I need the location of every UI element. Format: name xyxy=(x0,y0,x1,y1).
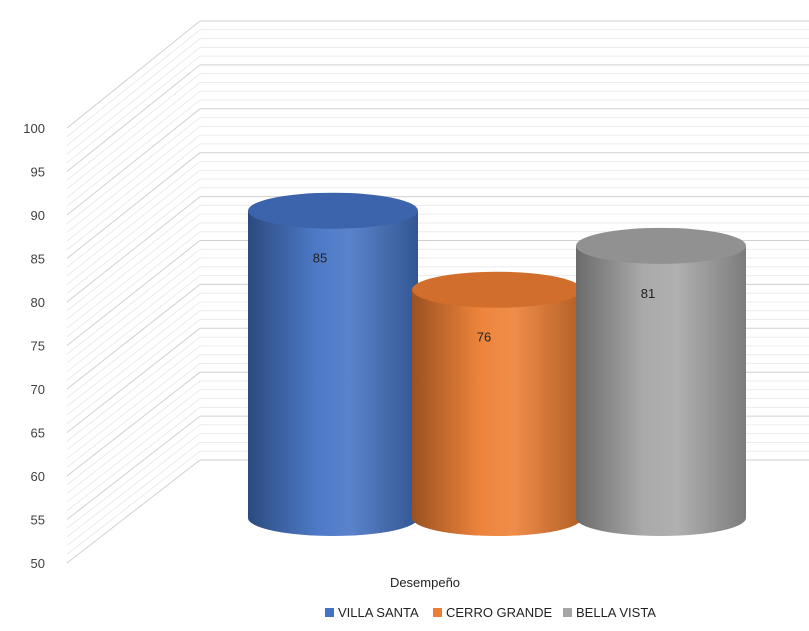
side-gridline xyxy=(66,363,201,468)
side-gridline xyxy=(66,310,201,416)
side-gridline xyxy=(66,301,201,407)
side-gridline xyxy=(66,319,201,425)
legend-label: CERRO GRANDE xyxy=(446,605,553,620)
side-gridline xyxy=(66,450,201,555)
legend: VILLA SANTA CERRO GRANDE BELLA VISTA xyxy=(325,605,656,620)
side-gridline xyxy=(66,108,201,216)
side-gridline xyxy=(66,99,201,207)
side-gridline xyxy=(66,292,201,399)
side-gridline xyxy=(66,398,201,503)
side-gridline xyxy=(66,196,201,303)
legend-swatch xyxy=(325,608,334,617)
bars: 85 76 81 xyxy=(248,192,746,536)
side-gridline xyxy=(66,240,201,346)
side-gridline xyxy=(66,161,201,268)
side-gridline xyxy=(66,231,201,338)
side-gridline xyxy=(66,284,201,390)
data-label: 76 xyxy=(477,330,491,345)
side-gridline xyxy=(66,187,201,294)
bar-body xyxy=(248,210,418,536)
side-gridline xyxy=(66,424,201,529)
bar-cerro-grande: 76 xyxy=(412,271,582,536)
side-gridline xyxy=(66,266,201,372)
bar-top xyxy=(412,271,582,308)
side-gridline xyxy=(66,248,201,355)
side-gridline xyxy=(66,257,201,364)
y-tick-label: 85 xyxy=(31,252,45,267)
side-gridline xyxy=(66,73,201,181)
bar-top xyxy=(576,227,746,264)
side-gridline xyxy=(66,169,201,277)
y-tick-label: 60 xyxy=(31,469,45,484)
side-gridline xyxy=(66,433,201,538)
side-gridline xyxy=(66,389,201,494)
side-gridline xyxy=(66,152,201,259)
data-label: 81 xyxy=(641,286,655,301)
side-gridline xyxy=(66,213,201,320)
side-gridline xyxy=(66,327,201,433)
legend-label: BELLA VISTA xyxy=(576,605,656,620)
bar-bella-vista: 81 xyxy=(576,227,746,536)
side-gridline xyxy=(66,275,201,381)
side-gridline xyxy=(66,415,201,520)
y-tick-label: 65 xyxy=(31,426,45,441)
legend-item: BELLA VISTA xyxy=(563,605,656,620)
legend-swatch xyxy=(563,608,572,617)
side-gridline xyxy=(66,459,201,564)
legend-label: VILLA SANTA xyxy=(338,605,419,620)
y-tick-label: 100 xyxy=(23,121,45,136)
bar-top xyxy=(248,192,418,229)
side-gridline xyxy=(66,354,201,459)
y-tick-label: 95 xyxy=(31,165,45,180)
side-gridline xyxy=(66,380,201,486)
side-gridline xyxy=(66,82,201,190)
y-tick-label: 70 xyxy=(31,382,45,397)
side-gridline xyxy=(66,204,201,312)
bar-body xyxy=(576,245,746,536)
side-gridline xyxy=(66,20,201,129)
data-label: 85 xyxy=(313,251,327,266)
side-gridline xyxy=(66,143,201,251)
side-gridline xyxy=(66,64,201,172)
side-gridline xyxy=(66,406,201,512)
y-tick-label: 90 xyxy=(31,208,45,223)
side-gridline xyxy=(66,29,201,138)
legend-item: CERRO GRANDE xyxy=(433,605,553,620)
side-gridline xyxy=(66,38,201,146)
y-tick-label: 80 xyxy=(31,295,45,310)
side-gridline xyxy=(66,442,201,546)
y-tick-label: 55 xyxy=(31,513,45,528)
bar-villa-santa: 85 xyxy=(248,192,418,536)
y-tick-label: 50 xyxy=(31,556,45,571)
side-gridline xyxy=(66,345,201,451)
y-tick-label: 75 xyxy=(31,339,45,354)
legend-item: VILLA SANTA xyxy=(325,605,419,620)
side-gridline xyxy=(66,178,201,285)
side-gridline xyxy=(66,371,201,477)
legend-swatch xyxy=(433,608,442,617)
side-gridline xyxy=(66,90,201,198)
side-gridline xyxy=(66,125,201,233)
side-gridline xyxy=(66,336,201,442)
y-axis: 50 55 60 65 70 75 80 85 90 95 100 xyxy=(23,121,45,571)
x-axis-title: Desempeño xyxy=(390,575,460,590)
side-gridline xyxy=(66,55,201,164)
side-gridline xyxy=(66,134,201,242)
side-gridline xyxy=(66,46,201,155)
bar-body xyxy=(412,289,582,536)
side-gridline xyxy=(66,117,201,225)
side-gridline xyxy=(66,222,201,329)
